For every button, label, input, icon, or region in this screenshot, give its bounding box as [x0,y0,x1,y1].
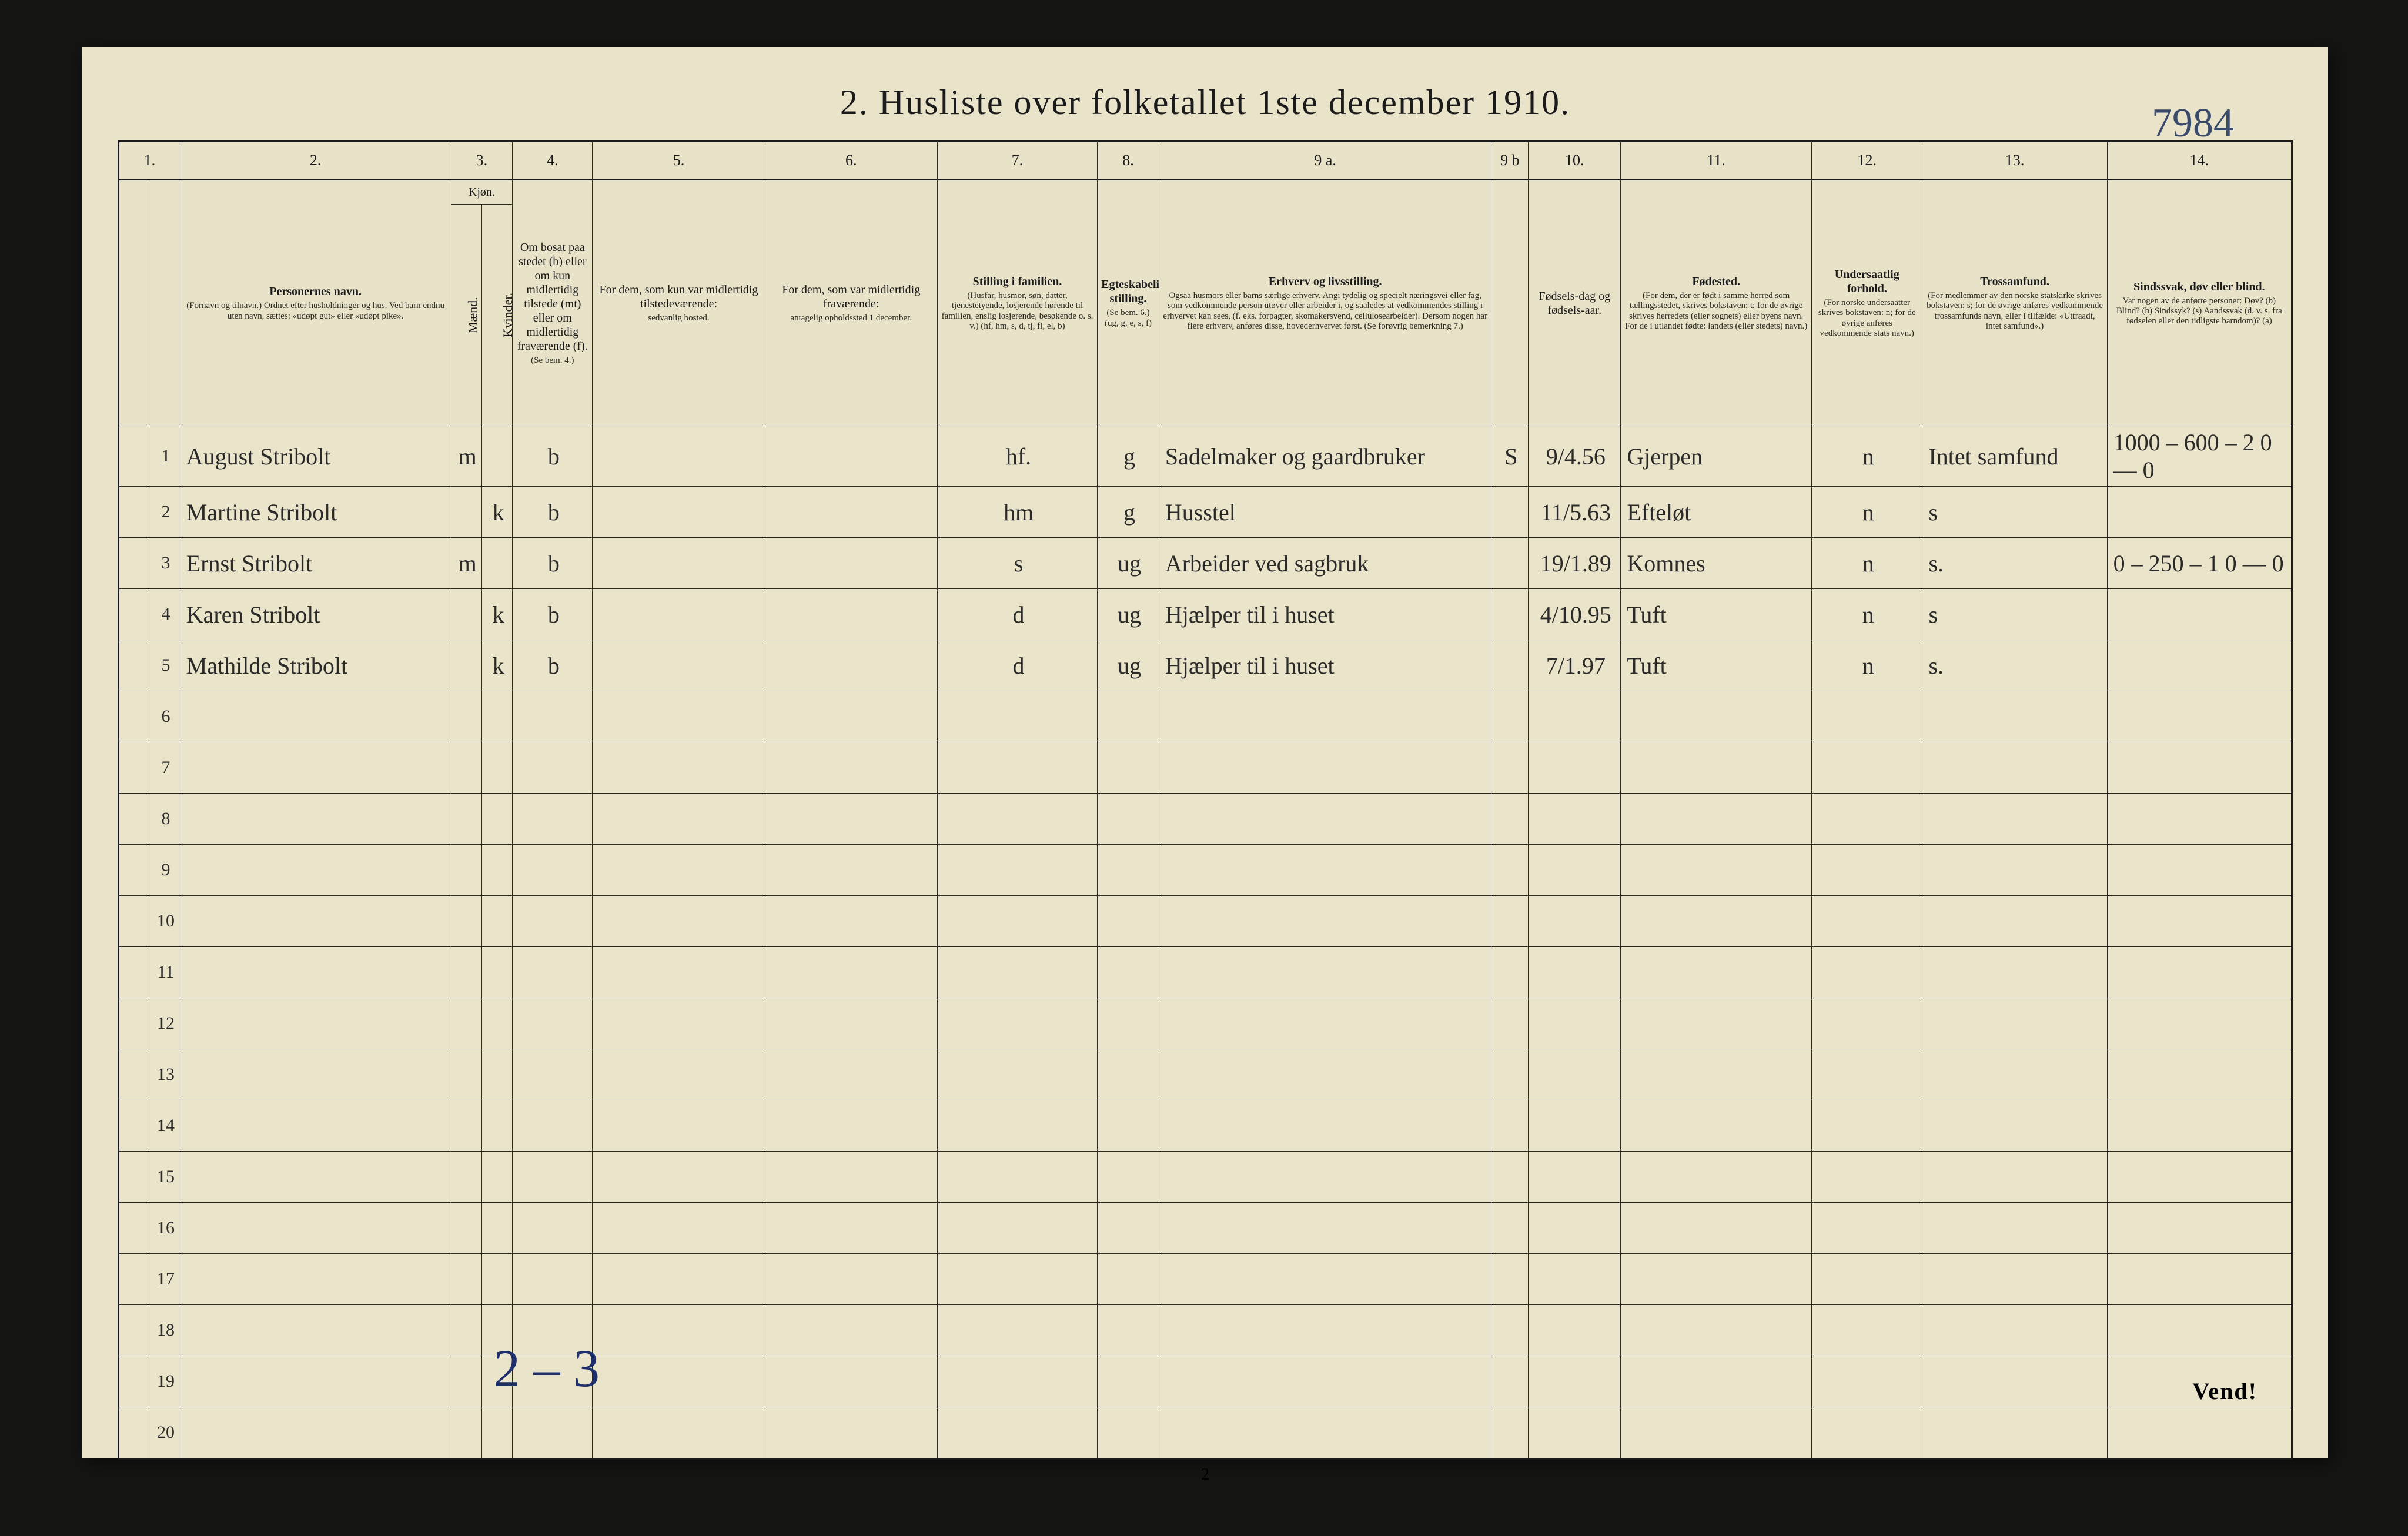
colnum-8: 8. [1098,142,1159,180]
hdr-disability: Sindssvak, døv eller blind.Var nogen av … [2107,180,2292,426]
census-table: 1. 2. 3. 4. 5. 6. 7. 8. 9 a. 9 b 10. 11.… [118,140,2293,1460]
hdr-birthplace: Fødested.(For dem, der er født i samme h… [1621,180,1812,426]
colnum-9b: 9 b [1491,142,1529,180]
hdr-marital: Egteskabelig stilling.(Se bem. 6.) (ug, … [1098,180,1159,426]
colnum-9a: 9 a. [1159,142,1491,180]
corner-sheet-number: 7984 [2152,100,2234,147]
table-row: 8 [119,794,2292,845]
hdr-female: Kvinder. [481,205,512,426]
column-number-row: 1. 2. 3. 4. 5. 6. 7. 8. 9 a. 9 b 10. 11.… [119,142,2292,180]
header-row-main: Husholdningernes nr. Personernes nr. Per… [119,180,2292,205]
colnum-6: 6. [765,142,937,180]
footer-page-number: 2 [118,1465,2293,1484]
colnum-2: 2. [180,142,451,180]
table-row: 16 [119,1203,2292,1254]
hdr-temp-absent: For dem, som var midlertidig fraværende:… [765,180,937,426]
colnum-1: 1. [119,142,180,180]
colnum-3: 3. [451,142,513,180]
table-row: 17 [119,1254,2292,1305]
hdr-male: Mænd. [451,205,481,426]
table-row: 9 [119,845,2292,896]
colnum-10: 10. [1529,142,1621,180]
page-background: 7984 2. Husliste over folketallet 1ste d… [0,0,2408,1536]
colnum-11: 11. [1621,142,1812,180]
colnum-7: 7. [937,142,1097,180]
table-row: 5Mathilde StriboltkbdugHjælper til i hus… [119,640,2292,691]
hdr-temp-present: For dem, som kun var midlertidig tilsted… [593,180,765,426]
page-title: 2. Husliste over folketallet 1ste decemb… [118,82,2293,123]
colnum-14: 14. [2107,142,2292,180]
table-row: 20 [119,1407,2292,1459]
table-row: 14 [119,1100,2292,1152]
table-row: 13 [119,1049,2292,1100]
table-row: 1August Striboltmbhf.gSadelmaker og gaar… [119,426,2292,487]
hdr-person-nr: Personernes nr. [149,180,180,426]
vend-label: Vend! [2192,1377,2258,1405]
colnum-4: 4. [513,142,593,180]
hdr-family-position: Stilling i familien.(Husfar, husmor, søn… [937,180,1097,426]
hdr-sex: Kjøn. [451,180,513,205]
table-row: 2Martine StriboltkbhmgHusstel11/5.63Efte… [119,487,2292,538]
table-row: 10 [119,896,2292,947]
hdr-dob: Fødsels-dag og fødsels-aar. [1529,180,1621,426]
table-row: 6 [119,691,2292,742]
hdr-unemployed: Hvis arbeidsledig paa tællingstiden sætt… [1491,180,1529,426]
table-row: 12 [119,998,2292,1049]
hdr-household-nr: Husholdningernes nr. [119,180,149,426]
table-row: 19 [119,1356,2292,1407]
table-row: 7 [119,742,2292,794]
hdr-name: Personernes navn.(Fornavn og tilnavn.) O… [180,180,451,426]
colnum-13: 13. [1922,142,2107,180]
table-row: 4Karen StriboltkbdugHjælper til i huset4… [119,589,2292,640]
bottom-handwritten-note: 2 – 3 [494,1338,600,1399]
hdr-residence: Om bosat paa stedet (b) eller om kun mid… [513,180,593,426]
hdr-occupation: Erhverv og livsstilling.Ogsaa husmors el… [1159,180,1491,426]
table-body: 1August Striboltmbhf.gSadelmaker og gaar… [119,426,2292,1459]
hdr-religion: Trossamfund.(For medlemmer av den norske… [1922,180,2107,426]
table-row: 15 [119,1152,2292,1203]
table-row: 3Ernst StriboltmbsugArbeider ved sagbruk… [119,538,2292,589]
colnum-12: 12. [1811,142,1922,180]
document-sheet: 7984 2. Husliste over folketallet 1ste d… [82,47,2328,1458]
colnum-5: 5. [593,142,765,180]
hdr-nationality: Undersaatlig forhold.(For norske undersa… [1811,180,1922,426]
table-row: 18 [119,1305,2292,1356]
table-row: 11 [119,947,2292,998]
